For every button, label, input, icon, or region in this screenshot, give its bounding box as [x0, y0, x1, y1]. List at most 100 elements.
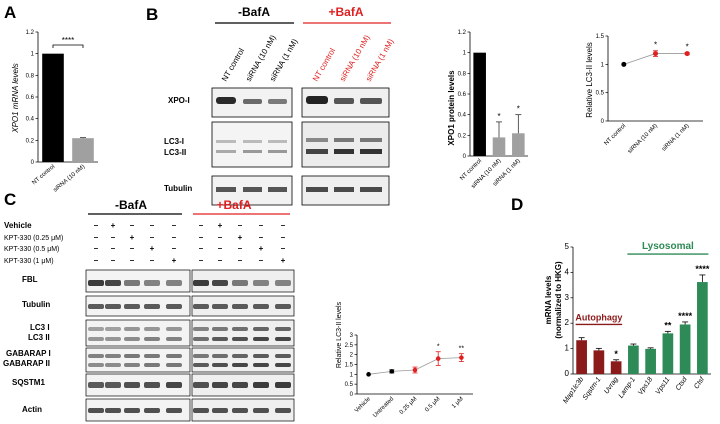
blot-band — [105, 408, 121, 413]
blot-band — [105, 382, 121, 388]
chart-d-ylabel-2: (normalized to HKG) — [554, 261, 563, 339]
blot-band — [124, 337, 140, 341]
data-point — [459, 355, 464, 360]
blot-band — [166, 304, 182, 309]
y-tick-label: 1 — [350, 372, 354, 378]
significance-mark: * — [614, 349, 618, 359]
blot-band — [144, 363, 160, 367]
c-treatment-table: Vehicle – + – – – – + – – – KPT-330 (0.25 μM) – – + – – –… — [4, 221, 286, 265]
chart-c-lc3-ylabel: Relative LC3-II levels — [336, 301, 343, 368]
x-tick-label: Ctsd — [675, 375, 690, 392]
y-tick-label: 0.4 — [458, 113, 467, 119]
y-tick-label: 5 — [565, 242, 570, 251]
blot-band — [193, 408, 209, 413]
y-tick-label: 1.5 — [596, 34, 605, 40]
blot-band — [144, 327, 160, 331]
b-blot-label-xpo: XPO-I — [168, 96, 190, 105]
significance-mark: * — [517, 105, 520, 114]
treatment-mark: – — [111, 256, 116, 265]
y-tick-label: 0.6 — [458, 92, 467, 98]
x-tick-label: Vehicle — [354, 396, 372, 414]
y-tick-label: 0.2 — [26, 138, 35, 144]
y-tick-label: 0.8 — [26, 73, 35, 79]
significance-mark: **** — [62, 36, 74, 45]
blot-band — [275, 354, 291, 358]
blot-band — [232, 280, 248, 286]
treatment-mark: – — [218, 256, 223, 265]
treatment-mark: – — [281, 244, 286, 253]
blot-band — [88, 280, 104, 286]
blot-band — [124, 280, 140, 286]
blot-band — [105, 363, 121, 367]
blot-band — [212, 337, 228, 341]
lysosomal-label: Lysosomal — [642, 241, 694, 252]
bar — [72, 138, 94, 162]
treatment-mark: – — [94, 256, 99, 265]
blot-band — [212, 382, 228, 388]
blot-band — [193, 337, 209, 341]
treatment-mark: – — [259, 233, 264, 242]
chart-b-lc3-ylabel: Relative LC3-II levels — [585, 42, 594, 118]
b-blot-label-lc3-1: LC3-I — [164, 137, 184, 146]
blot-band — [124, 327, 140, 331]
x-tick-label: Ctsf — [693, 375, 706, 390]
treatment-mark: + — [238, 233, 243, 242]
blot-band — [232, 408, 248, 413]
b-blot-tubulin — [211, 175, 390, 206]
data-point — [621, 61, 627, 67]
blot-band — [166, 280, 182, 286]
treatment-mark: – — [94, 221, 99, 230]
y-tick-label: 0.2 — [458, 133, 467, 139]
x-tick-label: siRNA (10 nM) — [627, 123, 659, 155]
blot-band — [88, 304, 104, 309]
blot-band — [193, 354, 209, 358]
blot-band — [212, 304, 228, 309]
treatment-mark: – — [281, 221, 286, 230]
x-tick-label: siRNA (10 nM) — [53, 164, 87, 194]
blot-band — [124, 363, 140, 367]
blot-band — [105, 337, 121, 341]
blot-band — [253, 280, 269, 286]
blot-band — [275, 408, 291, 413]
blot-band — [88, 354, 104, 358]
treatment-label: KPT-330 (0.5 μM) — [4, 246, 59, 253]
c-group-plus-label: +BafA — [216, 198, 251, 212]
blot-band — [144, 304, 160, 309]
bar — [473, 52, 486, 156]
blot-band — [88, 363, 104, 367]
panel-label-a: A — [4, 3, 16, 22]
blot-band — [275, 382, 291, 388]
blot-band — [253, 382, 269, 388]
treatment-mark: – — [150, 256, 155, 265]
y-tick-label: 2 — [565, 318, 570, 327]
treatment-mark: – — [199, 256, 204, 265]
c-group-minus-label: -BafA — [115, 198, 147, 212]
blot-band — [193, 304, 209, 309]
treatment-mark: – — [172, 233, 177, 242]
blot-band — [105, 354, 121, 358]
blot-band — [105, 280, 121, 286]
y-tick-label: 0.5 — [345, 382, 354, 388]
c-blot-label-actin: Actin — [22, 405, 42, 414]
b-group-plus-label: +BafA — [328, 5, 363, 19]
blot-band — [232, 363, 248, 367]
blot-band — [124, 354, 140, 358]
treatment-mark: – — [150, 221, 155, 230]
bar — [662, 333, 674, 374]
treatment-mark: – — [111, 244, 116, 253]
bar — [679, 324, 691, 374]
x-tick-label: NT control — [31, 164, 56, 186]
chart-b-lc3: 0 0.5 1 1.5 NT control siRNA (10 nM) siRNA (1 … — [596, 34, 703, 155]
blot-band — [166, 337, 182, 341]
y-tick-label: 1 — [565, 344, 570, 353]
blot-band — [166, 363, 182, 367]
significance-mark: ** — [664, 320, 672, 330]
blot-band — [212, 408, 228, 413]
b-blot-label-tubulin: Tubulin — [164, 184, 192, 193]
treatment-mark: – — [238, 221, 243, 230]
blot-band — [144, 382, 160, 388]
treatment-mark: + — [218, 221, 223, 230]
treatment-mark: + — [111, 221, 116, 230]
significance-mark: ** — [459, 346, 465, 353]
